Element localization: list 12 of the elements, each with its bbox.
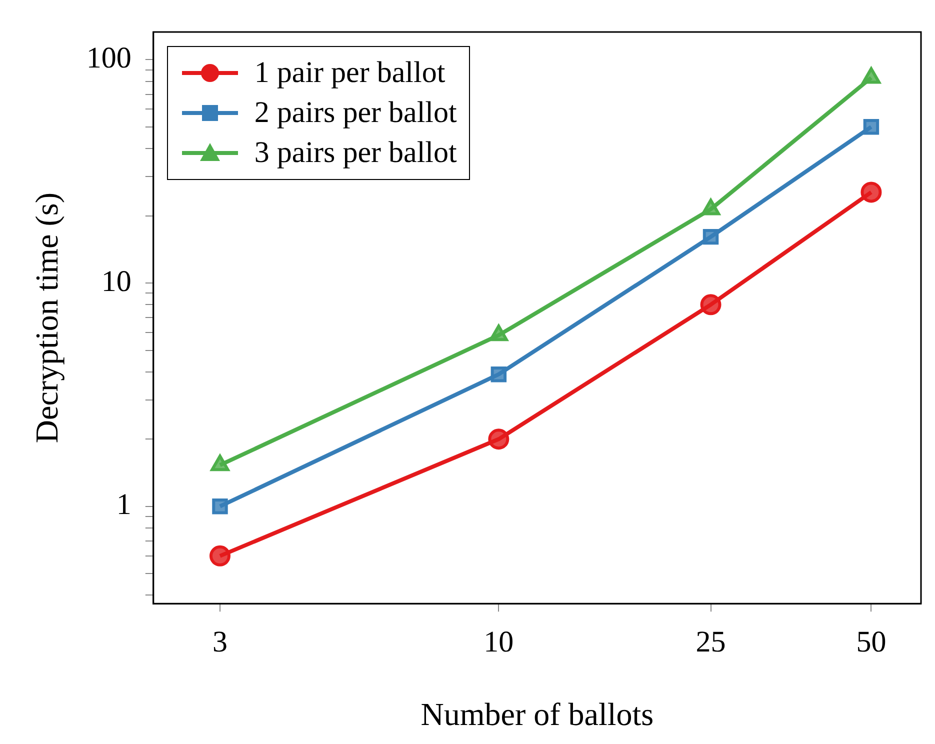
x-axis-title: Number of ballots [420, 696, 654, 732]
x-tick-label: 50 [856, 625, 886, 658]
legend-label: 1 pair per ballot [254, 55, 446, 91]
x-tick-label: 10 [484, 625, 514, 658]
x-tick-label: 25 [696, 625, 726, 658]
legend-label: 3 pairs per ballot [254, 135, 457, 171]
y-tick-label: 10 [101, 264, 132, 298]
y-tick-label: 1 [116, 488, 132, 522]
x-tick-label: 3 [212, 625, 228, 658]
y-tick-label: 100 [86, 42, 132, 75]
legend-label: 2 pairs per ballot [254, 95, 457, 131]
y-axis-title: Decryption time (s) [28, 192, 65, 444]
